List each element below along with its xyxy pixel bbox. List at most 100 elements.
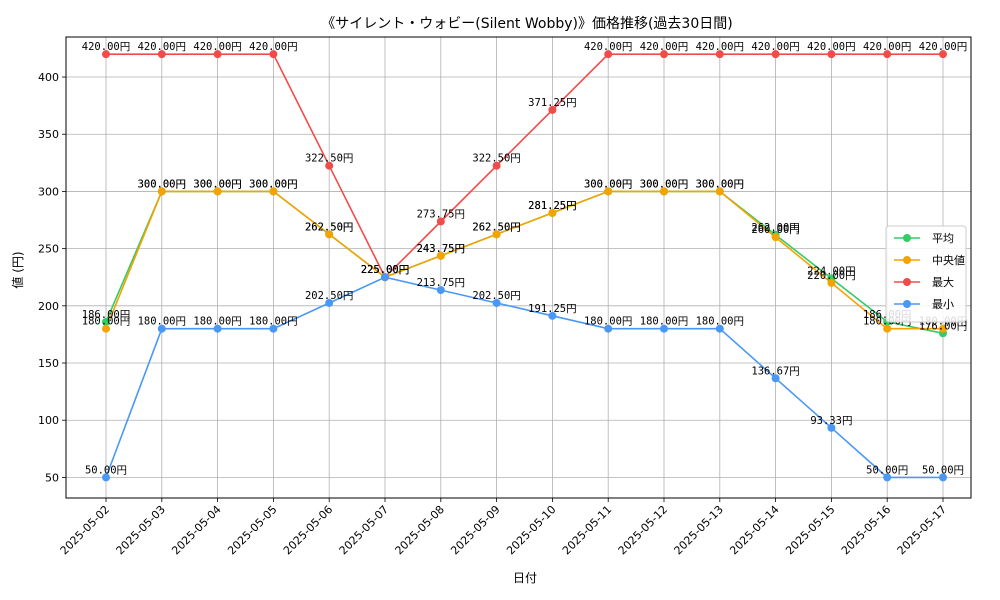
data-point bbox=[325, 230, 334, 239]
data-label: 300.00円 bbox=[696, 178, 744, 190]
x-tick-label: 2025-05-11 bbox=[560, 503, 614, 557]
data-point bbox=[715, 187, 724, 196]
x-tick-label: 2025-05-07 bbox=[337, 503, 391, 557]
data-label: 225.00円 bbox=[361, 264, 409, 276]
series-line bbox=[105, 276, 943, 479]
data-label: 180.00円 bbox=[584, 316, 632, 328]
data-point bbox=[213, 50, 222, 59]
series-line bbox=[106, 53, 943, 279]
x-tick-label: 2025-05-13 bbox=[672, 503, 726, 557]
data-label: 420.00円 bbox=[807, 41, 855, 53]
series-line bbox=[105, 190, 944, 335]
data-point bbox=[492, 230, 501, 239]
x-axis-label: 日付 bbox=[513, 571, 537, 585]
data-point bbox=[436, 217, 445, 226]
data-label: 262.50円 bbox=[472, 221, 520, 233]
x-tick-label: 2025-05-15 bbox=[783, 503, 837, 557]
data-label: 420.00円 bbox=[138, 41, 186, 53]
data-label: 420.00円 bbox=[584, 41, 632, 53]
x-tick-label: 2025-05-08 bbox=[393, 503, 447, 557]
data-point bbox=[771, 233, 780, 242]
data-label: 50.00円 bbox=[866, 464, 908, 476]
legend-swatch-marker bbox=[903, 256, 911, 264]
data-label: 300.00円 bbox=[193, 178, 241, 190]
data-point bbox=[157, 187, 166, 196]
data-labels: 186.00円 300.00円 300.00円 300.00円 262.50円 225.0… bbox=[82, 41, 967, 476]
data-label: 300.00円 bbox=[138, 178, 186, 190]
data-point bbox=[715, 324, 724, 333]
x-tick-label: 2025-05-06 bbox=[281, 503, 335, 557]
data-point bbox=[102, 324, 110, 333]
data-label: 420.00円 bbox=[82, 41, 130, 53]
data-label: 180.00円 bbox=[696, 316, 744, 328]
data-point bbox=[827, 50, 836, 59]
data-label: 300.00円 bbox=[138, 178, 186, 190]
data-label: 420.00円 bbox=[249, 41, 297, 53]
data-label: 176.00円 bbox=[919, 320, 967, 332]
data-label: 225.00円 bbox=[361, 264, 409, 276]
data-label: 420.00円 bbox=[640, 41, 688, 53]
x-tick-label: 2025-05-12 bbox=[616, 503, 670, 557]
data-label: 136.67円 bbox=[751, 365, 799, 377]
data-point bbox=[381, 273, 389, 282]
data-point bbox=[548, 311, 557, 320]
data-point bbox=[660, 50, 668, 59]
y-axis: 50 100 150 200 250 300 350 400 bbox=[38, 71, 66, 484]
legend-swatch-marker bbox=[903, 234, 911, 242]
series-lines bbox=[105, 53, 944, 479]
x-tick-label: 2025-05-02 bbox=[58, 503, 112, 557]
data-point bbox=[939, 473, 947, 482]
data-label: 281.25円 bbox=[528, 200, 576, 212]
data-point bbox=[883, 473, 892, 482]
y-tick-label: 100 bbox=[38, 414, 59, 427]
x-tick-label: 2025-05-14 bbox=[727, 503, 781, 557]
data-label: 50.00円 bbox=[85, 464, 127, 476]
data-label: 186.00円 bbox=[82, 309, 130, 321]
data-point bbox=[436, 286, 445, 295]
data-point bbox=[436, 251, 445, 260]
data-label: 260.00円 bbox=[751, 224, 799, 236]
x-tick-label: 2025-05-16 bbox=[839, 503, 893, 557]
legend-box bbox=[885, 225, 967, 323]
data-label: 180.00円 bbox=[138, 316, 186, 328]
data-point bbox=[325, 161, 334, 170]
data-point bbox=[883, 50, 892, 59]
data-point bbox=[883, 324, 892, 333]
data-label: 420.00円 bbox=[751, 41, 799, 53]
data-label: 262.50円 bbox=[305, 221, 353, 233]
data-label: 371.25円 bbox=[528, 97, 576, 109]
data-label: 300.00円 bbox=[584, 178, 632, 190]
data-label: 420.00円 bbox=[863, 41, 911, 53]
data-label: 180.00円 bbox=[82, 316, 130, 328]
legend-label: 最大 bbox=[932, 275, 954, 289]
data-point bbox=[157, 324, 166, 333]
data-label: 300.00円 bbox=[249, 178, 297, 190]
data-point bbox=[102, 50, 110, 59]
data-label: 180.00円 bbox=[193, 316, 241, 328]
data-point bbox=[939, 50, 947, 59]
data-label: 224.00円 bbox=[807, 265, 855, 277]
y-tick-label: 300 bbox=[38, 185, 59, 198]
y-tick-label: 150 bbox=[38, 357, 59, 370]
data-label: 300.00円 bbox=[584, 178, 632, 190]
data-label: 322.50円 bbox=[472, 153, 520, 165]
y-tick-label: 250 bbox=[38, 243, 59, 256]
x-tick-label: 2025-05-05 bbox=[225, 503, 279, 557]
data-label: 213.75円 bbox=[417, 277, 465, 289]
data-point bbox=[939, 324, 947, 333]
data-label: 225.00円 bbox=[361, 264, 409, 276]
data-point bbox=[492, 298, 501, 307]
data-label: 273.75円 bbox=[417, 208, 465, 220]
data-point bbox=[548, 105, 557, 114]
y-tick-label: 400 bbox=[38, 71, 59, 84]
legend-swatch-marker bbox=[903, 278, 911, 286]
data-label: 420.00円 bbox=[193, 41, 241, 53]
data-point bbox=[157, 50, 166, 59]
data-label: 225.00円 bbox=[361, 264, 409, 276]
data-label: 180.00円 bbox=[249, 316, 297, 328]
data-point bbox=[269, 324, 278, 333]
x-axis: 2025-05-02 2025-05-03 2025-05-04 2025-05-05… bbox=[58, 498, 949, 557]
data-point bbox=[827, 423, 836, 432]
data-label: 322.50円 bbox=[305, 153, 353, 165]
data-label: 202.50円 bbox=[472, 290, 520, 302]
